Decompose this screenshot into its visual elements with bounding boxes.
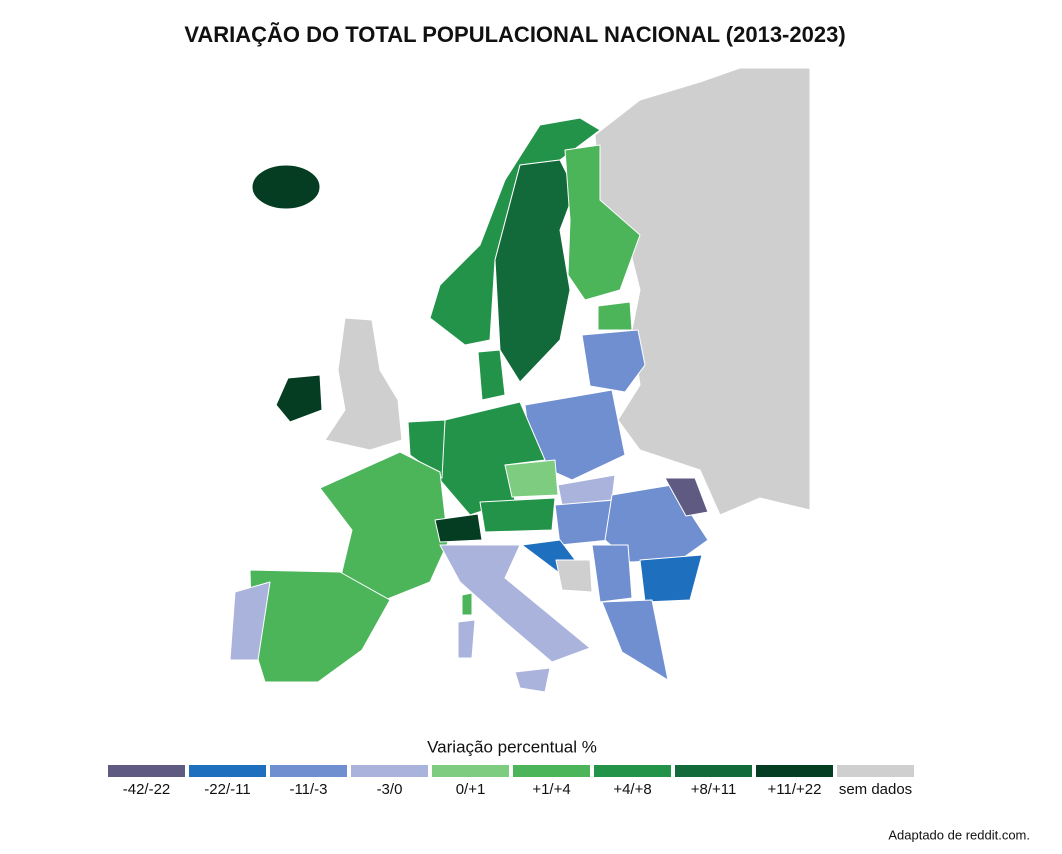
benelux [407, 419, 446, 479]
legend-swatch [351, 765, 428, 777]
estonia [597, 301, 633, 331]
sardinia [457, 619, 476, 659]
legend-label: -11/-3 [289, 781, 327, 798]
serbia [591, 544, 633, 603]
iceland [251, 164, 321, 210]
legend-swatch [513, 765, 590, 777]
legend-label: 0/+1 [456, 781, 486, 798]
legend-label: +8/+11 [691, 781, 737, 798]
legend-swatch [756, 765, 833, 777]
norway [429, 117, 601, 346]
legend: -42/-22 -22/-11 -11/-3 -3/0 0/+1 +1/+4 +4/+8 +8… [108, 765, 914, 798]
bulgaria [639, 554, 703, 603]
legend-swatch [189, 765, 266, 777]
finland [564, 144, 641, 301]
czechia [504, 459, 559, 498]
denmark [477, 349, 506, 401]
legend-title: Variação percentual % [427, 737, 597, 756]
russia [594, 67, 811, 516]
legend-label: +4/+8 [613, 781, 651, 798]
legend-swatch [837, 765, 914, 777]
legend-swatch [432, 765, 509, 777]
legend-label: sem dados [839, 781, 912, 798]
source-note: Adaptado de reddit.com. [888, 827, 1030, 842]
baltics [581, 329, 646, 393]
italy [439, 544, 591, 663]
legend-swatch [270, 765, 347, 777]
title: VARIAÇÃO DO TOTAL POPULACIONAL NACIONAL … [184, 22, 845, 47]
legend-swatch [108, 765, 185, 777]
legend-label: +1/+4 [532, 781, 570, 798]
austria [479, 497, 556, 533]
legend-swatch [594, 765, 671, 777]
legend-label: -22/-11 [204, 781, 250, 798]
france [319, 451, 449, 603]
moldova [664, 477, 709, 517]
sicily [514, 667, 551, 693]
corsica [461, 592, 473, 616]
legend-label: -3/0 [377, 781, 403, 798]
legend-swatch [675, 765, 752, 777]
legend-label: +11/+22 [768, 781, 822, 798]
portugal [229, 581, 271, 661]
legend-label: -42/-22 [123, 781, 171, 798]
map [229, 67, 811, 693]
uk [324, 317, 403, 451]
greece [601, 599, 669, 681]
ireland [275, 374, 323, 423]
switzerland [434, 513, 483, 543]
bosnia [555, 559, 593, 593]
